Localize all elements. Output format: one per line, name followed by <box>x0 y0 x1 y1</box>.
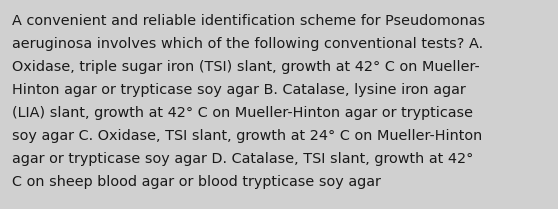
Text: Hinton agar or trypticase soy agar B. Catalase, lysine iron agar: Hinton agar or trypticase soy agar B. Ca… <box>12 83 466 97</box>
Text: aeruginosa involves which of the following conventional tests? A.: aeruginosa involves which of the followi… <box>12 37 483 51</box>
Text: (LIA) slant, growth at 42° C on Mueller-Hinton agar or trypticase: (LIA) slant, growth at 42° C on Mueller-… <box>12 106 473 120</box>
Text: Oxidase, triple sugar iron (TSI) slant, growth at 42° C on Mueller-: Oxidase, triple sugar iron (TSI) slant, … <box>12 60 480 74</box>
Text: A convenient and reliable identification scheme for Pseudomonas: A convenient and reliable identification… <box>12 14 485 28</box>
Text: soy agar C. Oxidase, TSI slant, growth at 24° C on Mueller-Hinton: soy agar C. Oxidase, TSI slant, growth a… <box>12 129 482 143</box>
Text: agar or trypticase soy agar D. Catalase, TSI slant, growth at 42°: agar or trypticase soy agar D. Catalase,… <box>12 152 473 166</box>
Text: C on sheep blood agar or blood trypticase soy agar: C on sheep blood agar or blood trypticas… <box>12 175 381 189</box>
